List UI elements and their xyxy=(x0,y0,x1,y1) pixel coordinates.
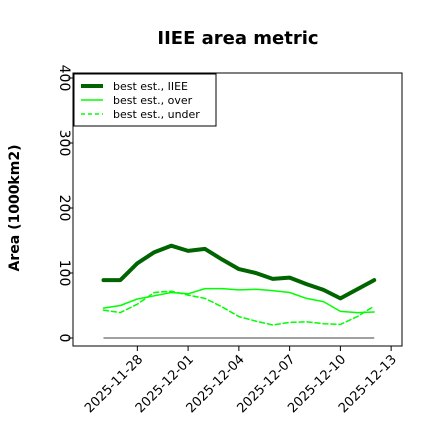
plot-frame xyxy=(72,72,403,347)
y-tick-label-300: 300 xyxy=(56,130,72,157)
series-line-0 xyxy=(101,243,377,301)
plot-area xyxy=(101,243,377,339)
y-tick-label-0: 0 xyxy=(56,334,72,343)
legend-label-1: best est., over xyxy=(113,94,193,107)
y-tick-label-200: 200 xyxy=(56,195,72,222)
series-line-1 xyxy=(102,287,375,314)
y-axis-label: Area (1000km2) xyxy=(7,145,23,272)
series-line-2 xyxy=(102,290,375,326)
y-tick-label-400: 400 xyxy=(56,65,72,92)
chart-title: IIEE area metric xyxy=(157,28,318,49)
legend-label-0: best est., IIEE xyxy=(113,80,188,93)
y-tick-label-100: 100 xyxy=(56,260,72,287)
legend-label-2: best est., under xyxy=(113,108,200,121)
